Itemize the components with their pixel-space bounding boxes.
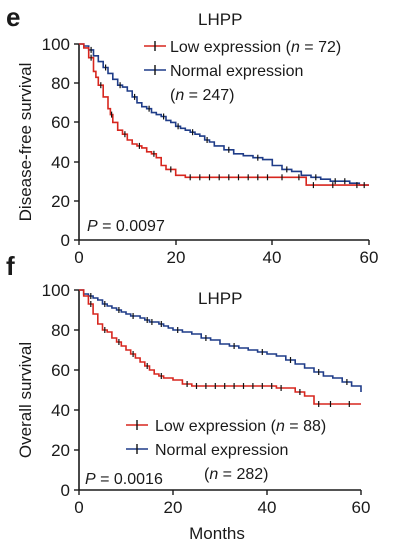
panel-f-y-axis-title: Overall survival	[16, 342, 35, 458]
censor-marks	[90, 293, 350, 407]
y-tick-label: 60	[51, 361, 70, 380]
x-tick-label: 40	[258, 498, 277, 517]
legend-low-key	[144, 41, 166, 51]
y-tick-label: 60	[51, 113, 70, 132]
y-tick-label: 0	[61, 481, 70, 500]
y-tick-label: 20	[51, 441, 70, 460]
normal-expression-curve	[79, 43, 369, 186]
panel-e-p-value: P = 0.0097	[87, 218, 165, 235]
x-tick-label: 20	[167, 248, 186, 267]
panel-label-f: f	[6, 251, 15, 281]
legend-normal-count: (n = 282)	[204, 466, 269, 483]
low-expression-curve	[79, 43, 369, 186]
panel-f-x-axis-title: Months	[189, 524, 245, 543]
panel-label-e: e	[6, 2, 20, 32]
panel-f-x-ticks: 0 20 40 60	[74, 490, 370, 517]
legend-normal-count: (n = 247)	[170, 87, 235, 104]
panel-f-legend: Low expression (n = 88) Normal expressio…	[126, 418, 326, 483]
legend-normal-label: Normal expression	[170, 63, 303, 80]
censor-marks	[90, 46, 365, 189]
x-tick-label: 60	[360, 248, 379, 267]
y-tick-label: 0	[61, 231, 70, 250]
y-tick-label: 100	[42, 35, 70, 54]
x-tick-label: 40	[263, 248, 282, 267]
panel-e: e LHPP 0 20 40 60 80 100 0 20	[6, 2, 378, 267]
panel-e-title: LHPP	[198, 10, 242, 29]
legend-normal-key	[144, 65, 166, 75]
panel-e-plot-area	[79, 43, 369, 189]
panel-f-plot-area	[79, 289, 362, 407]
legend-low-key	[126, 420, 148, 430]
legend-low-label: Low expression (n = 72)	[170, 39, 341, 56]
legend-normal-key	[126, 444, 148, 454]
y-tick-label: 20	[51, 192, 70, 211]
x-tick-label: 0	[74, 498, 83, 517]
y-tick-label: 80	[51, 321, 70, 340]
legend-low-label: Low expression (n = 88)	[155, 418, 326, 435]
panel-e-y-ticks: 0 20 40 60 80 100	[42, 35, 79, 250]
y-tick-label: 40	[51, 153, 70, 172]
panel-e-x-ticks: 0 20 40 60	[74, 240, 378, 267]
panel-e-legend: Low expression (n = 72) Normal expressio…	[144, 39, 341, 104]
x-tick-label: 20	[164, 498, 183, 517]
x-tick-label: 60	[352, 498, 371, 517]
panel-f: f LHPP 0 20 40 60 80 100 0 20 40 60	[6, 251, 370, 543]
panel-f-p-value: P = 0.0016	[85, 471, 163, 488]
panel-e-y-axis-title: Disease-free survival	[16, 63, 35, 222]
normal-expression-curve	[79, 289, 362, 392]
low-expression-curve	[79, 289, 361, 405]
panel-f-title: LHPP	[198, 289, 242, 308]
panel-f-y-ticks: 0 20 40 60 80 100	[42, 281, 79, 500]
y-tick-label: 40	[51, 401, 70, 420]
x-tick-label: 0	[74, 248, 83, 267]
y-tick-label: 100	[42, 281, 70, 300]
y-tick-label: 80	[51, 74, 70, 93]
legend-normal-label: Normal expression	[155, 442, 288, 459]
